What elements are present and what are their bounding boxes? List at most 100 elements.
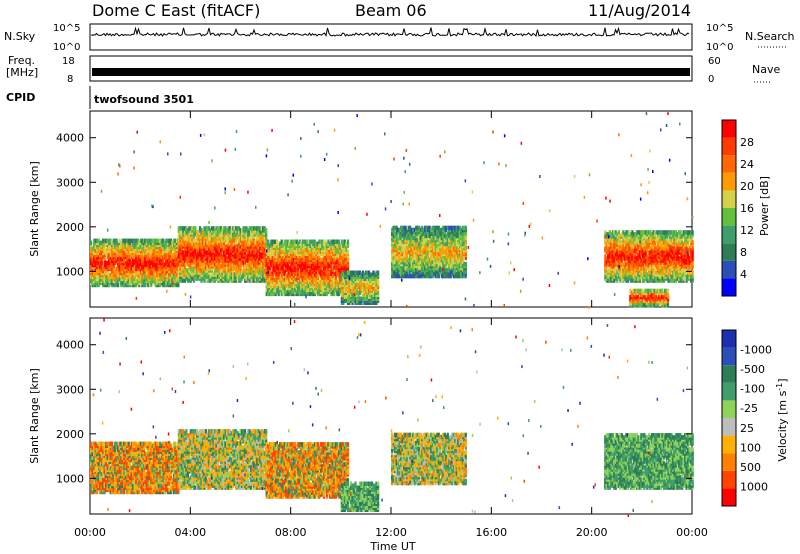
data-cell [245,274,248,279]
data-cell [201,230,205,235]
data-cell [230,240,233,245]
data-cell [123,264,126,270]
data-cell [185,262,188,267]
power-heatmap [90,112,694,309]
data-cell [171,276,174,282]
data-cell [188,268,191,273]
data-cell [136,260,139,266]
data-cell [135,278,138,284]
data-cell [253,244,256,249]
nave-tick-top: 60 [708,56,721,67]
data-cell [127,244,130,250]
data-cell [180,244,183,249]
data-cell [377,270,380,275]
data-cell [254,270,257,275]
data-cell [241,228,244,233]
data-cell [106,282,109,288]
data-cell [265,228,268,233]
data-cell [183,230,186,235]
data-cell [108,252,111,258]
data-cell [260,234,263,239]
data-cell [163,252,166,258]
data-cell [115,280,118,286]
data-cell [139,238,142,244]
data-cell [206,226,209,231]
data-cell [120,256,123,262]
data-cell [206,250,209,255]
data-cell [253,226,256,231]
data-cell [200,228,203,233]
data-cell [247,228,250,233]
data-cell [212,278,215,283]
data-cell [179,226,182,231]
data-cell [227,246,230,251]
data-cell [215,276,218,281]
data-cell [91,246,94,252]
data-cell [182,256,185,261]
data-cell [267,261,270,267]
data-cell [179,230,182,235]
data-cell [136,266,139,272]
data-cell [105,238,108,244]
data-cell [130,278,133,284]
data-cell [148,238,151,244]
data-cell [97,264,100,270]
data-cell [257,236,260,241]
data-cell [247,276,250,281]
data-cell [157,238,160,244]
data-cell [221,238,224,243]
data-cell [97,274,100,280]
data-cell [200,268,203,273]
data-cell [219,226,223,231]
data-cell [123,258,126,264]
data-cell [157,250,160,256]
data-cell [229,252,232,257]
data-cell [248,252,251,257]
data-cell [222,262,226,267]
data-cell [171,246,174,252]
data-cell [121,238,124,244]
data-cell [108,272,111,278]
data-cell [242,272,245,277]
data-cell [177,276,180,281]
data-cell [239,254,242,259]
data-cell [124,270,127,276]
data-cell [233,238,236,243]
data-cell [180,226,183,231]
data-cell [102,246,105,252]
data-cell [117,282,120,288]
data-cell [216,254,220,259]
data-cell [141,238,144,244]
data-cell [239,228,242,233]
data-cell [221,254,224,259]
data-cell [238,226,241,231]
data-cell [221,228,224,233]
data-cell [191,276,194,281]
data-cell [148,272,151,278]
freq-tick-top: 18 [62,56,75,67]
data-cell [209,236,212,241]
data-cell [218,248,221,253]
data-cell [204,226,208,231]
data-cell [260,226,263,231]
data-cell [100,256,103,262]
data-cell [93,276,96,282]
data-cell [142,282,145,288]
data-cell [204,250,208,255]
data-cell [102,254,105,260]
data-cell [165,280,168,286]
data-cell [256,242,259,247]
data-cell [144,238,147,244]
data-cell [166,258,169,264]
data-cell [182,278,185,283]
data-cell [256,236,259,241]
data-cell [245,254,248,259]
data-cell [163,274,166,280]
data-cell [138,254,141,260]
data-cell [159,246,162,252]
data-cell [109,250,112,256]
data-cell [251,238,254,243]
data-cell [166,272,169,278]
data-cell [177,260,180,265]
